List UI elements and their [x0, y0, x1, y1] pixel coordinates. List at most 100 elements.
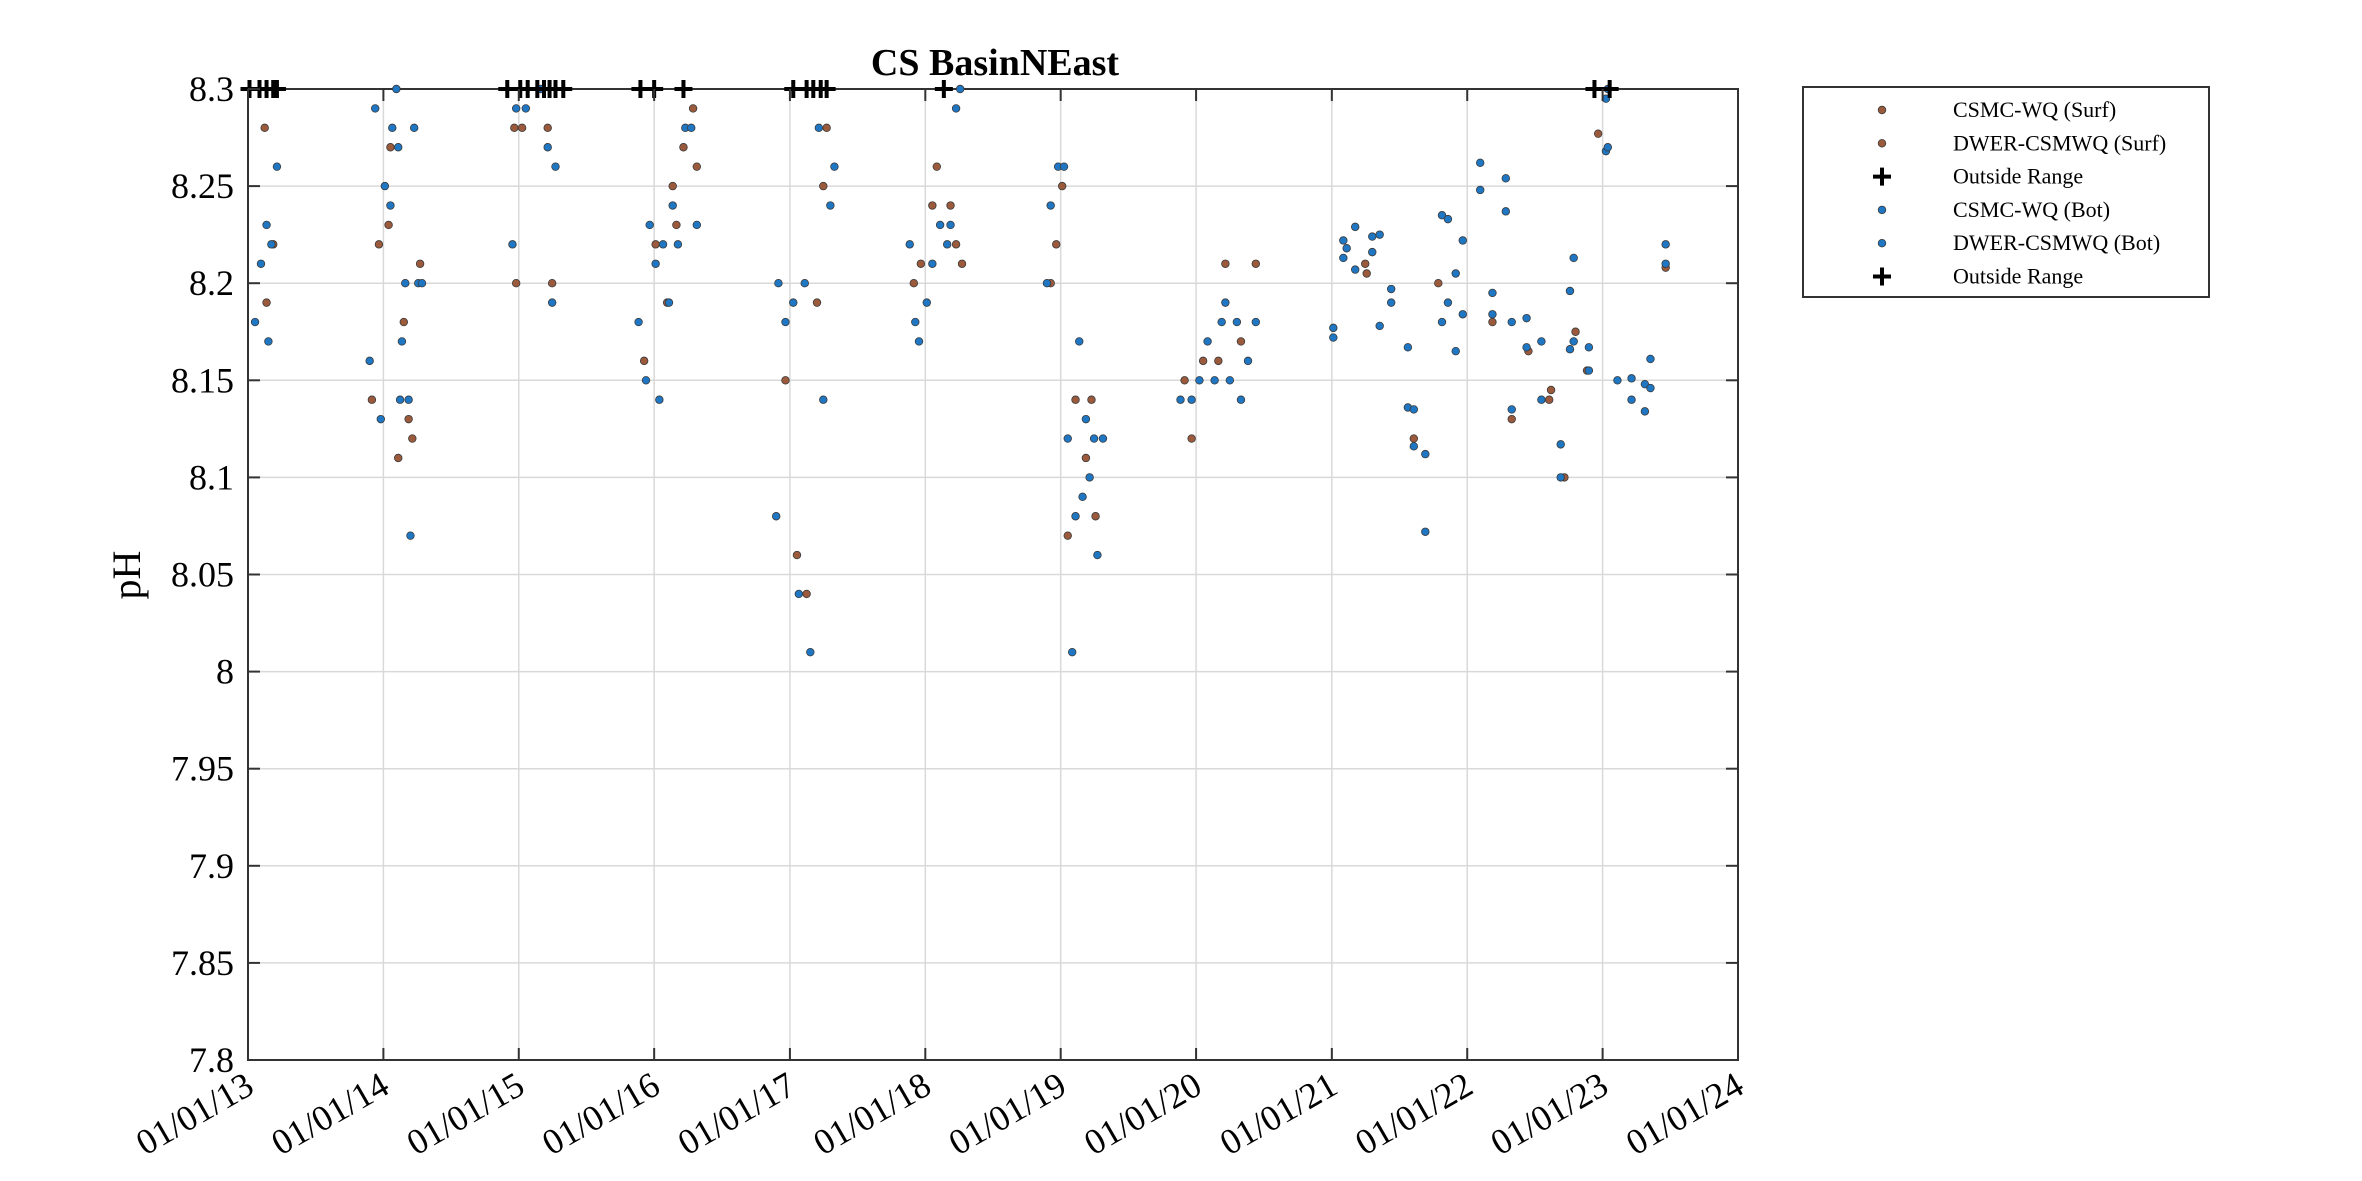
data-point	[1187, 434, 1196, 443]
data-point	[673, 240, 683, 249]
data-point	[1488, 317, 1497, 327]
data-point	[1098, 434, 1108, 443]
data-point	[789, 298, 798, 307]
data-point	[511, 279, 521, 288]
data-point	[1437, 317, 1447, 327]
legend-dot-marker	[1877, 238, 1887, 248]
chart-title: CS BasinNEast	[871, 42, 1119, 84]
data-point	[909, 279, 919, 288]
data-point	[1198, 356, 1208, 366]
data-point	[655, 395, 664, 404]
data-point	[1339, 253, 1348, 263]
y-tick-label: 7.85	[171, 943, 234, 983]
data-point	[1546, 385, 1556, 395]
legend-label: DWER-CSMWQ (Bot)	[1953, 230, 2160, 255]
y-axis-label: pH	[104, 551, 149, 600]
data-point	[1339, 236, 1348, 245]
data-point	[1375, 321, 1384, 331]
data-point	[260, 123, 269, 133]
data-point	[1409, 434, 1419, 443]
outside-range-marker	[1600, 80, 1619, 98]
data-point	[543, 143, 552, 152]
data-point	[1458, 236, 1467, 245]
data-point	[1059, 162, 1069, 171]
data-point	[1627, 374, 1636, 383]
data-point	[651, 240, 660, 249]
legend: CSMC-WQ (Surf) DWER-CSMWQ (Surf) Outside R…	[1802, 86, 2210, 298]
data-point	[384, 220, 393, 230]
data-point	[942, 240, 952, 249]
data-point	[1243, 356, 1253, 366]
data-point	[1236, 395, 1246, 404]
data-point	[692, 220, 702, 230]
data-point	[395, 395, 405, 404]
data-point	[404, 414, 413, 424]
data-point	[262, 298, 271, 307]
data-point	[380, 181, 390, 191]
data-point	[1187, 395, 1196, 404]
data-point	[1409, 405, 1419, 414]
data-point	[802, 589, 811, 599]
data-point	[905, 240, 914, 249]
data-point	[1210, 376, 1219, 385]
data-point	[386, 201, 395, 210]
data-point	[404, 395, 413, 404]
data-point	[946, 201, 955, 210]
data-point	[634, 317, 643, 327]
data-point	[1063, 531, 1072, 540]
data-point	[371, 104, 380, 113]
data-point	[1571, 327, 1580, 336]
data-point	[1584, 366, 1594, 375]
data-point	[1627, 395, 1636, 404]
data-point	[651, 259, 660, 268]
data-point	[1063, 434, 1072, 443]
data-point	[547, 279, 557, 288]
legend-plus-marker	[1873, 267, 1891, 286]
data-point	[1329, 333, 1338, 342]
data-point	[1421, 527, 1430, 536]
data-point	[1451, 269, 1460, 278]
data-point	[1195, 376, 1204, 385]
data-point	[1236, 337, 1246, 346]
data-point	[394, 453, 403, 463]
data-point	[1640, 407, 1650, 416]
outside-range-marker	[934, 80, 953, 98]
data-point	[645, 220, 654, 230]
legend-dot-marker	[1877, 139, 1887, 148]
data-point	[1362, 269, 1371, 278]
data-point	[1501, 207, 1511, 216]
data-point	[1089, 434, 1099, 443]
y-tick-label: 8.1	[189, 457, 234, 497]
legend-plus-marker	[1873, 167, 1891, 186]
data-point	[826, 201, 835, 210]
data-point	[1646, 383, 1655, 393]
y-tick-label: 8.05	[171, 555, 234, 595]
legend-dot-marker	[1877, 105, 1887, 115]
data-point	[1613, 376, 1622, 385]
data-point	[1052, 240, 1061, 249]
data-point	[1443, 298, 1453, 307]
data-point	[1434, 279, 1443, 288]
data-point	[928, 201, 937, 210]
data-point	[814, 123, 824, 133]
data-point	[916, 259, 926, 268]
outside-range-marker	[267, 80, 286, 98]
series-outside-range	[240, 80, 1619, 98]
data-point	[1556, 440, 1565, 449]
data-point	[800, 279, 809, 288]
data-point	[1522, 343, 1531, 352]
legend-label: Outside Range	[1953, 264, 2083, 289]
data-point	[394, 143, 403, 152]
data-point	[521, 104, 531, 113]
data-point	[688, 104, 698, 113]
data-point	[1661, 240, 1670, 249]
data-point	[664, 298, 674, 307]
data-point	[1437, 211, 1447, 220]
data-point	[1569, 253, 1578, 263]
data-point	[511, 104, 521, 113]
data-point	[401, 279, 410, 288]
data-point	[1458, 310, 1467, 319]
legend-label: CSMC-WQ (Bot)	[1953, 197, 2110, 222]
legend-label: CSMC-WQ (Surf)	[1953, 97, 2116, 122]
